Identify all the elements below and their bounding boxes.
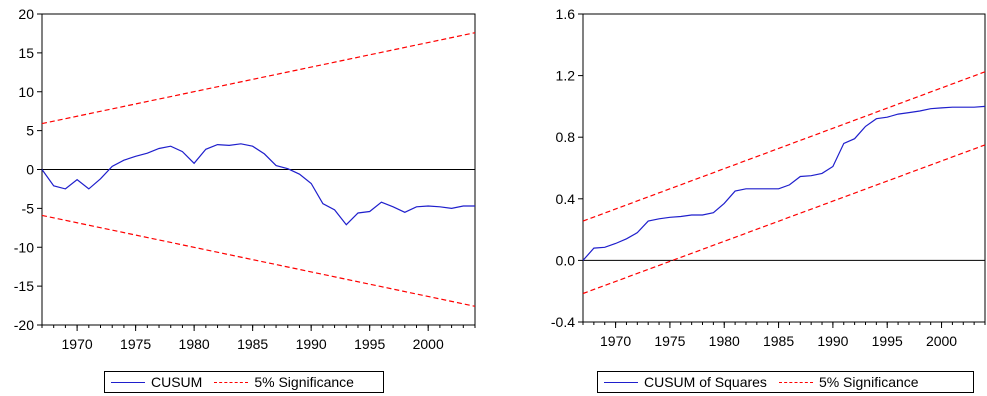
y-tick-label: 15 [18, 45, 34, 61]
cusum-line [41, 143, 475, 226]
x-tick-label: 1990 [296, 336, 327, 352]
cusum-chart: -20 -15 -10 -5 0 5 10 15 20 1970 1975 1980 1985 1990 1… [14, 6, 476, 352]
legend-swatch-dashed [214, 381, 249, 383]
legend-item-cusum-squares: CUSUM of Squares [604, 374, 767, 390]
legend-label-cusum: CUSUM [151, 374, 203, 390]
y-tick-label: 0.8 [556, 129, 576, 145]
legend-label-significance: 5% Significance [818, 374, 919, 390]
lower-significance-bound [41, 214, 476, 307]
legend-swatch-dashed [778, 381, 813, 383]
y-tick-label: -10 [14, 239, 34, 255]
x-tick-label: 1995 [354, 336, 385, 352]
cusum-of-squares-line [582, 105, 986, 261]
legend-label-cusum-squares: CUSUM of Squares [644, 374, 767, 390]
cusum-legend: CUSUM 5% Significance [104, 371, 384, 393]
x-tick-label: 1970 [600, 333, 631, 349]
x-tick-label: 1970 [62, 336, 93, 352]
cusum-squares-legend: CUSUM of Squares 5% Significance [597, 371, 974, 393]
legend-swatch-solid [604, 381, 638, 383]
upper-significance-bound [582, 71, 986, 222]
x-tick-label: 1980 [709, 333, 740, 349]
legend-swatch-solid [111, 381, 145, 383]
x-tick-label: 1975 [654, 333, 685, 349]
upper-significance-bound [41, 32, 476, 125]
x-tick-label: 1995 [872, 333, 903, 349]
lower-significance-bound [582, 144, 986, 295]
y-tick-label: -15 [14, 278, 34, 294]
legend-item-significance: 5% Significance [778, 374, 919, 390]
x-tick-label: 1980 [179, 336, 210, 352]
y-tick-label: 20 [18, 6, 34, 22]
legend-item-cusum: CUSUM [111, 374, 202, 390]
legend-label-significance: 5% Significance [254, 374, 354, 390]
y-tick-label: -20 [14, 317, 34, 333]
x-tick-label: 1975 [120, 336, 151, 352]
y-tick-label: -0.4 [551, 314, 575, 330]
x-tick-label: 2000 [413, 336, 444, 352]
y-tick-label: -5 [22, 200, 35, 216]
x-tick-label: 1985 [763, 333, 794, 349]
y-tick-label: 0.0 [556, 252, 576, 268]
plot-frame [582, 13, 986, 323]
y-tick-label: 1.2 [556, 68, 576, 84]
y-tick-label: 10 [18, 84, 34, 100]
y-tick-label: 1.6 [556, 6, 576, 22]
legend-item-significance: 5% Significance [214, 374, 354, 390]
x-tick-label: 2000 [926, 333, 957, 349]
y-tick-label: 0 [26, 162, 34, 178]
y-tick-label: 0.4 [556, 191, 576, 207]
x-tick-label: 1990 [817, 333, 848, 349]
x-tick-label: 1985 [237, 336, 268, 352]
cusum-of-squares-chart: -0.4 0.0 0.4 0.8 1.2 1.6 1970 1975 1980 1985 1990 1… [551, 6, 986, 349]
y-tick-label: 5 [26, 123, 34, 139]
